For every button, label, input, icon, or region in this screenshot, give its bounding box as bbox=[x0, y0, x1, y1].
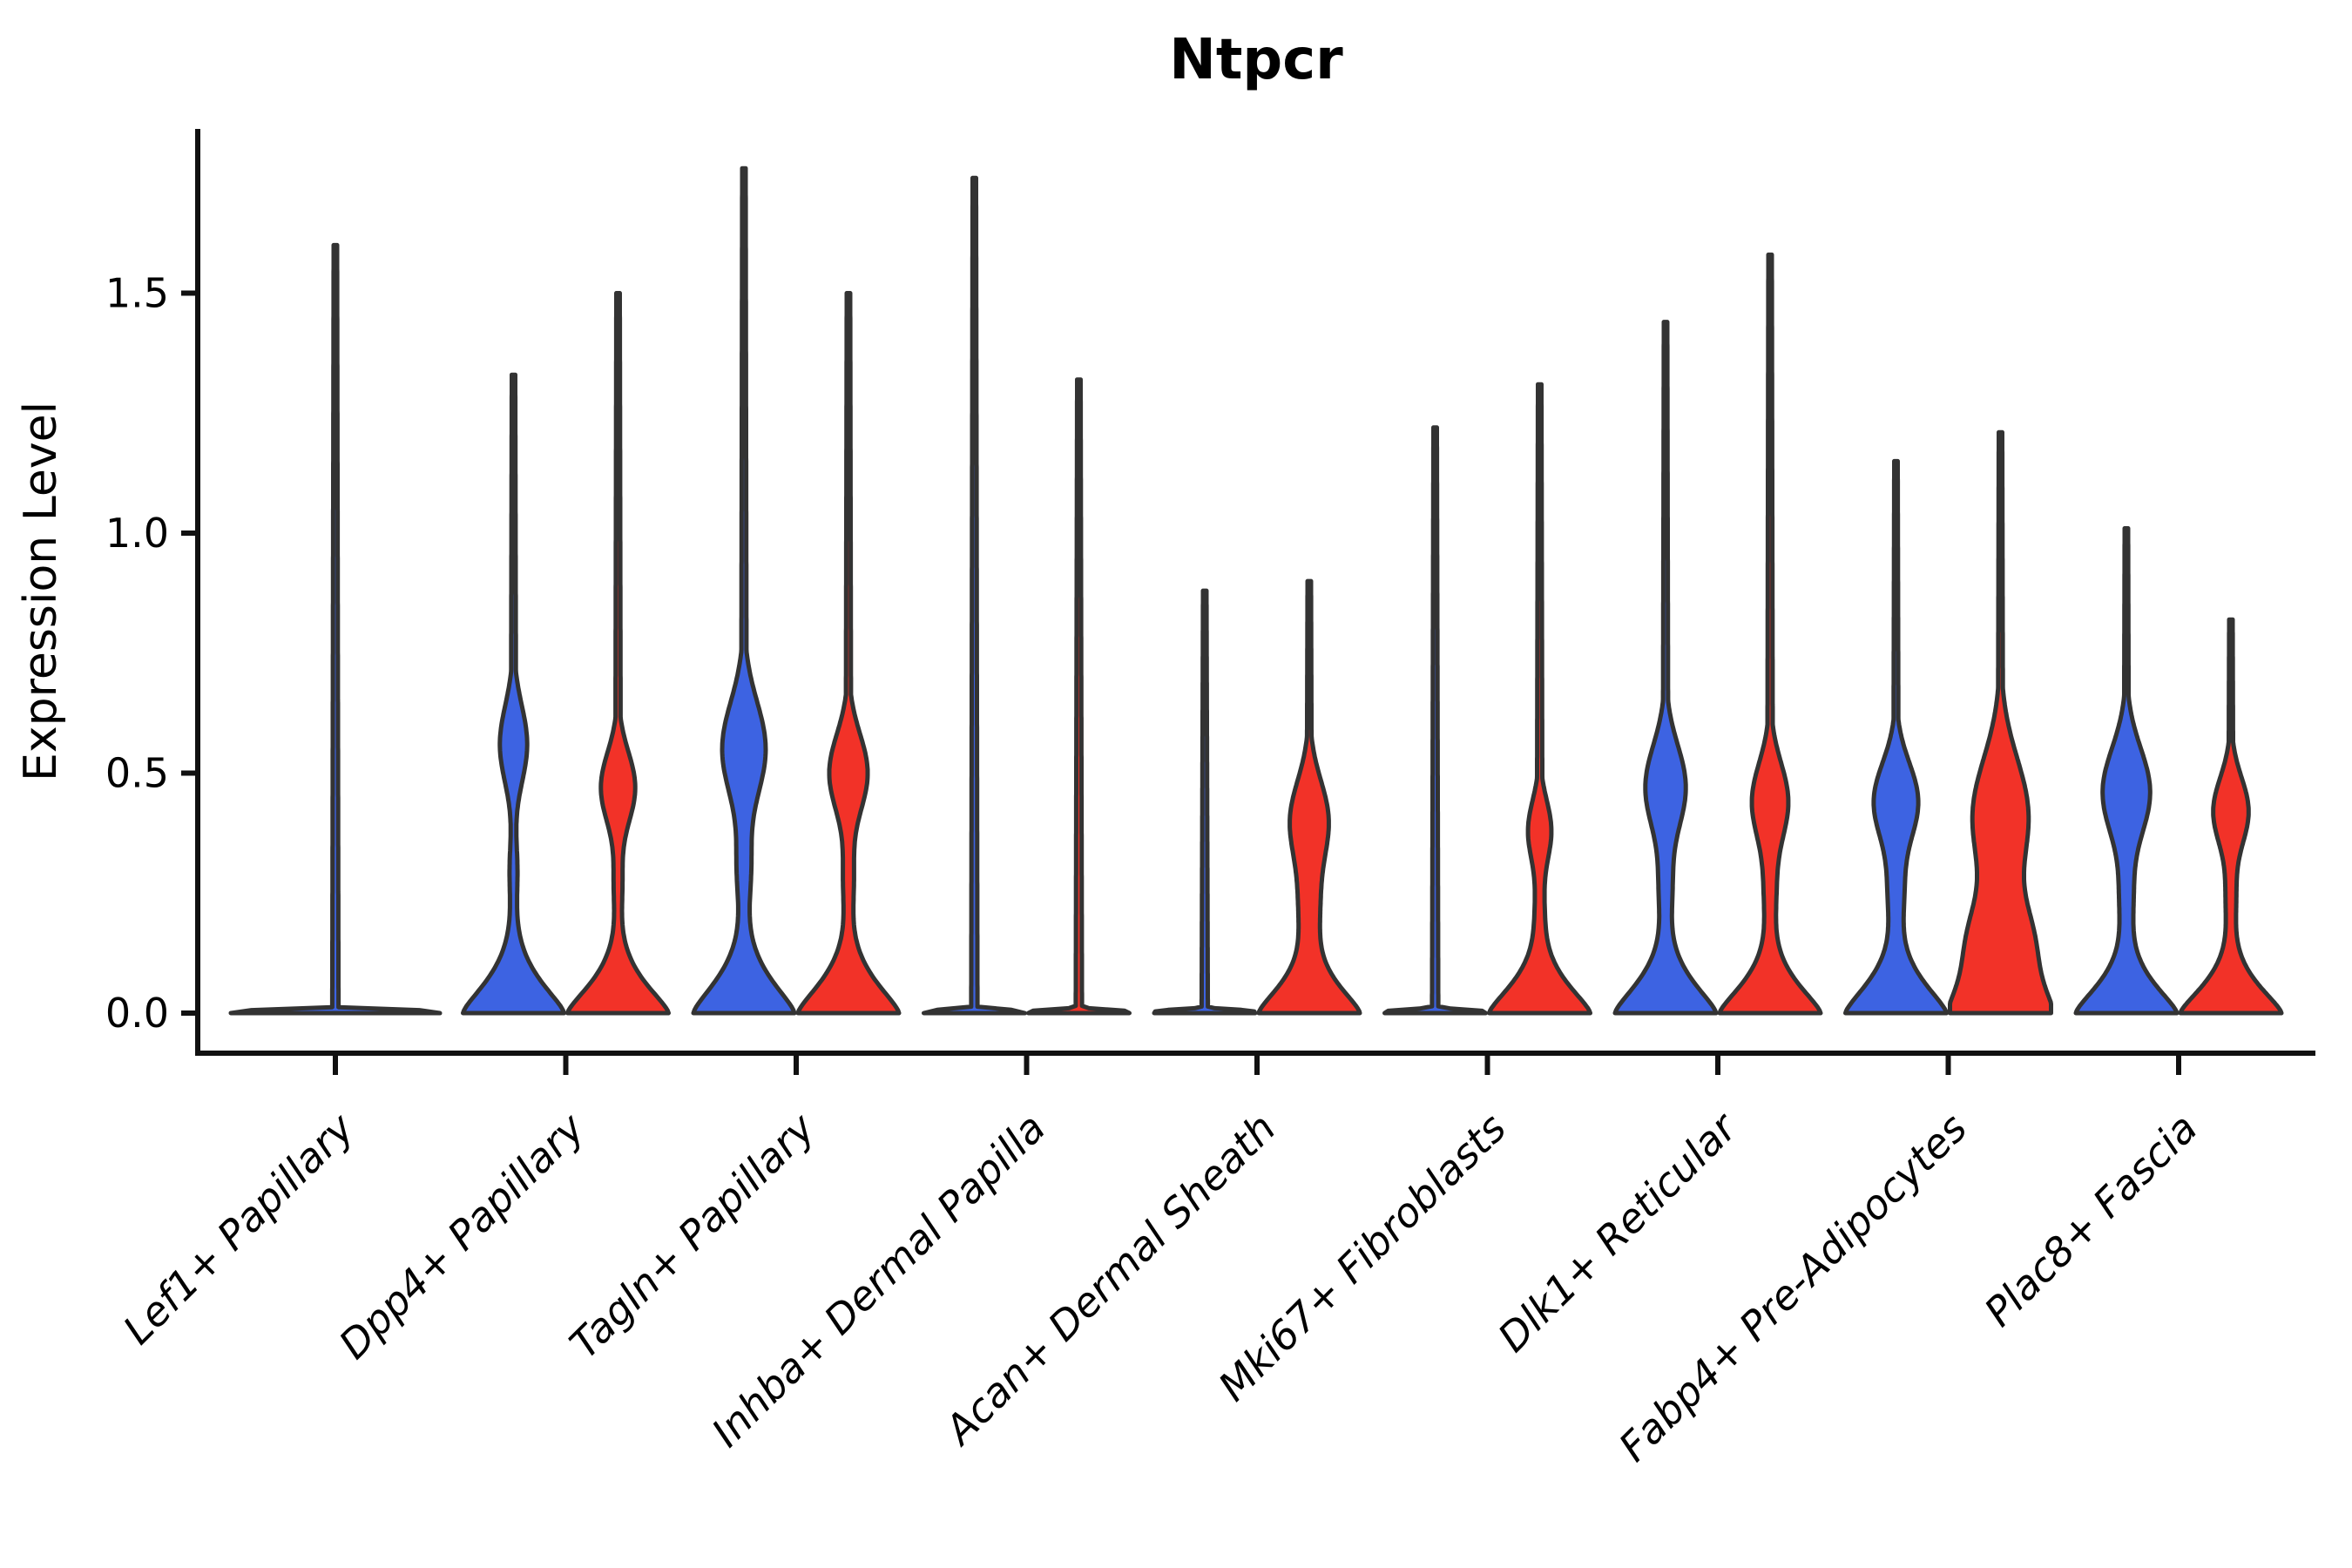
violin-plac8-fascia-red bbox=[2178, 617, 2284, 1016]
x-axis-ticks bbox=[333, 1053, 2181, 1075]
x-tick-label-dlk1-reticular: Dlk1+ Reticular bbox=[1489, 1102, 1747, 1361]
x-tick-label-tagln-papillary: Tagln+ Papillary bbox=[560, 1104, 824, 1368]
chart-title: Ntpcr bbox=[1169, 28, 1343, 92]
x-tick-label-dpp4-papillary: Dpp4+ Papillary bbox=[330, 1104, 594, 1368]
violins bbox=[228, 166, 2284, 1016]
violin-inhba-dermal-papilla-blue bbox=[922, 175, 1027, 1016]
y-axis-label: Expression Level bbox=[15, 402, 67, 781]
y-tick-label: 1.0 bbox=[105, 510, 169, 557]
violin-tagln-papillary-blue bbox=[691, 166, 797, 1016]
violin-inhba-dermal-papilla-red bbox=[1026, 377, 1132, 1016]
violin-dlk1-reticular-blue bbox=[1612, 320, 1719, 1016]
y-tick-label: 1.5 bbox=[105, 270, 169, 317]
violin-mki67-fibroblasts-blue bbox=[1382, 425, 1488, 1016]
violin-fabp4-pre-adipocytes-red bbox=[1948, 429, 2053, 1016]
y-axis-ticks: 0.0 0.5 1.0 1.5 bbox=[105, 270, 198, 1037]
violin-plac8-fascia-blue bbox=[2073, 526, 2180, 1016]
y-tick-label: 0.5 bbox=[105, 750, 169, 797]
violin-mki67-fibroblasts-red bbox=[1487, 382, 1592, 1016]
x-tick-label-lef1-papillary: Lef1+ Papillary bbox=[114, 1104, 363, 1353]
violin-fabp4-pre-adipocytes-blue bbox=[1843, 458, 1949, 1016]
y-tick-label: 0.0 bbox=[105, 990, 169, 1037]
x-tick-label-plac8-fascia: Plac8+ Fascia bbox=[1975, 1105, 2206, 1335]
violin-acan-dermal-sheath-blue bbox=[1152, 588, 1258, 1016]
violin-dpp4-papillary-blue bbox=[461, 372, 566, 1016]
violin-dpp4-papillary-red bbox=[565, 291, 671, 1016]
violin-acan-dermal-sheath-red bbox=[1256, 578, 1362, 1016]
violin-lef1-papillary-blue bbox=[228, 242, 443, 1016]
violin-dlk1-reticular-red bbox=[1717, 252, 1823, 1016]
violin-tagln-papillary-red bbox=[795, 291, 902, 1016]
